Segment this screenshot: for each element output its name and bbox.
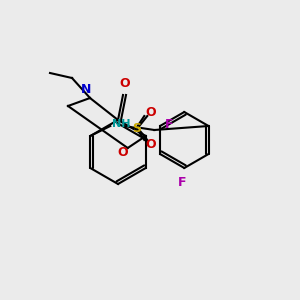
Text: O: O [145,137,156,151]
Text: NH: NH [112,119,131,129]
Text: F: F [165,118,173,130]
Text: N: N [81,83,91,96]
Text: O: O [145,106,156,118]
Text: F: F [178,176,187,189]
Text: S: S [132,122,141,134]
Text: O: O [120,77,130,90]
Text: O: O [117,146,128,158]
